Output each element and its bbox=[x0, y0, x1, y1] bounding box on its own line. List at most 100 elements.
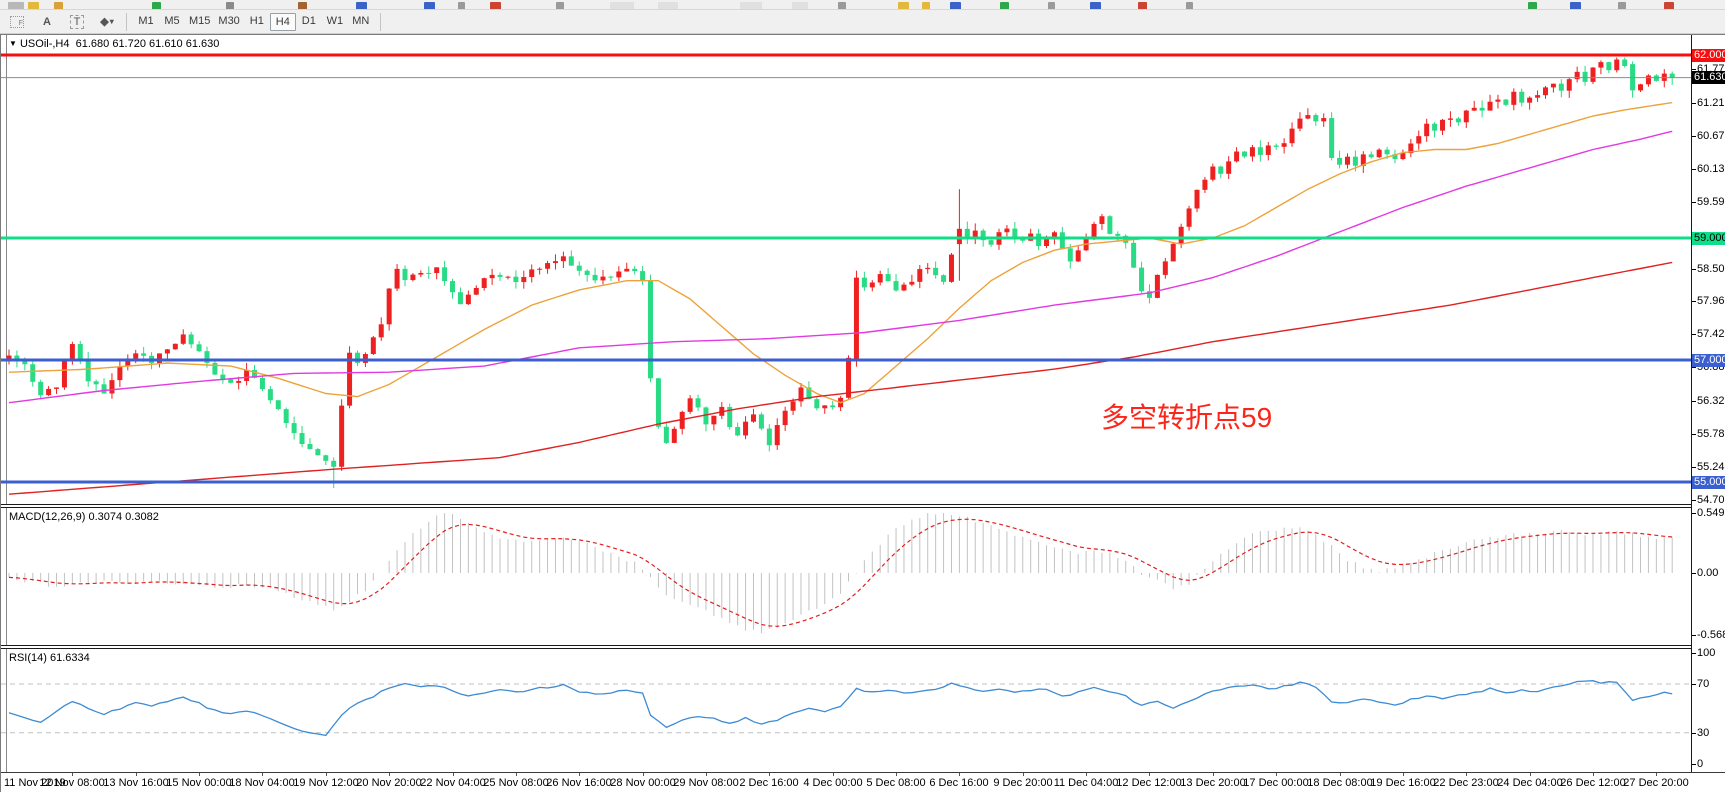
main-price-pane[interactable]: ▼ USOil-,H4 61.680 61.720 61.610 61.630 … bbox=[1, 35, 1691, 504]
crosshair-grid-icon[interactable]: F bbox=[4, 12, 30, 32]
time-tick bbox=[959, 773, 960, 776]
toolbar-icon-fragment bbox=[1664, 2, 1674, 9]
axis-tick bbox=[1692, 684, 1696, 685]
timeframe-button-m1[interactable]: M1 bbox=[138, 14, 154, 27]
price-tick-label: 57.960 bbox=[1697, 295, 1725, 307]
toolbar-separator bbox=[126, 12, 127, 31]
price-tick-label: 55.245 bbox=[1697, 461, 1725, 473]
toolbar-icon-fragment bbox=[556, 2, 564, 9]
time-tick bbox=[579, 773, 580, 776]
toolbar-icon-fragment bbox=[610, 2, 634, 9]
toolbar-icon-fragment bbox=[838, 2, 846, 9]
chart-window: ▼ USOil-,H4 61.680 61.720 61.610 61.630 … bbox=[0, 34, 1725, 793]
axis-tick bbox=[1692, 103, 1696, 104]
rsi-line bbox=[8, 680, 1673, 737]
hline-price-label: 55.000 bbox=[1692, 476, 1725, 489]
axis-tick bbox=[1692, 653, 1696, 654]
time-label: 26 Nov 16:00 bbox=[546, 777, 612, 789]
text-label-icon[interactable]: T bbox=[64, 12, 90, 32]
time-tick bbox=[1086, 773, 1087, 776]
hline-price-label: 59.000 bbox=[1692, 232, 1725, 245]
time-tick bbox=[769, 773, 770, 776]
toolbar: F A T ◆ ▾ M1 M5 M15 M30 H1 H4 D1 W1 MN bbox=[0, 10, 1725, 34]
rsi-chart[interactable] bbox=[1, 649, 1691, 772]
time-tick bbox=[833, 773, 834, 776]
time-label: 22 Dec 23:00 bbox=[1433, 777, 1499, 789]
rsi-axis-label: 100 bbox=[1697, 647, 1716, 659]
toolbar-icon-fragment bbox=[1090, 2, 1101, 9]
toolbar-icon-fragment bbox=[792, 2, 808, 9]
time-label: 26 Dec 12:00 bbox=[1560, 777, 1626, 789]
time-label: 22 Nov 04:00 bbox=[420, 777, 486, 789]
time-label: 11 Dec 04:00 bbox=[1053, 777, 1119, 789]
time-label: 12 Dec 12:00 bbox=[1116, 777, 1182, 789]
time-tick bbox=[1656, 773, 1657, 776]
rsi-label: RSI(14) 61.6334 bbox=[9, 652, 90, 664]
time-label: 11 Nov 2019 bbox=[4, 777, 66, 789]
price-tick-label: 57.420 bbox=[1697, 328, 1725, 340]
rsi-pane[interactable]: RSI(14) 61.6334 bbox=[1, 649, 1691, 772]
axis-tick bbox=[1692, 573, 1696, 574]
timeframe-button-w1[interactable]: W1 bbox=[326, 14, 344, 27]
time-tick bbox=[136, 773, 137, 776]
toolbar-icon-fragment bbox=[226, 2, 234, 9]
time-label: 18 Dec 08:00 bbox=[1307, 777, 1373, 789]
time-tick bbox=[453, 773, 454, 776]
axis-tick bbox=[1692, 69, 1696, 70]
time-label: 28 Nov 00:00 bbox=[610, 777, 676, 789]
time-label: 20 Nov 20:00 bbox=[356, 777, 422, 789]
time-tick bbox=[389, 773, 390, 776]
time-label: 13 Nov 16:00 bbox=[103, 777, 169, 789]
price-tick-label: 54.705 bbox=[1697, 494, 1725, 506]
rsi-axis-label: 30 bbox=[1697, 727, 1710, 739]
time-label: 5 Dec 08:00 bbox=[866, 777, 926, 789]
chart-ohlc: 61.680 61.720 61.610 61.630 bbox=[75, 38, 220, 50]
macd-pane[interactable]: MACD(12,26,9) 0.3074 0.3082 bbox=[1, 508, 1691, 645]
chart-annotation-text: 多空转折点59 bbox=[1101, 402, 1272, 433]
timeframe-button-d1[interactable]: D1 bbox=[301, 14, 316, 27]
hline-price-label: 57.000 bbox=[1692, 354, 1725, 367]
candlestick-chart[interactable]: 多空转折点59 bbox=[1, 35, 1691, 504]
rsi-axis-label: 0 bbox=[1697, 758, 1704, 770]
toolbar-icon-fragment bbox=[28, 2, 39, 9]
timeframe-button-mn[interactable]: MN bbox=[352, 14, 370, 27]
window-left-rail bbox=[6, 35, 7, 772]
pane-separator[interactable] bbox=[1, 504, 1691, 508]
chart-title: ▼ USOil-,H4 61.680 61.720 61.610 61.630 bbox=[9, 38, 220, 50]
axis-tick bbox=[1692, 202, 1696, 203]
macd-label: MACD(12,26,9) 0.3074 0.3082 bbox=[9, 511, 159, 523]
time-label: 19 Dec 16:00 bbox=[1370, 777, 1436, 789]
time-label: 2 Dec 16:00 bbox=[739, 777, 799, 789]
toolbar-icon-fragment bbox=[152, 2, 161, 9]
toolbar-icon-fragment bbox=[922, 2, 930, 9]
toolbar-icon-fragment bbox=[1000, 2, 1009, 9]
toolbar-icon-fragment bbox=[1618, 2, 1626, 9]
shapes-icon[interactable]: ◆ ▾ bbox=[100, 16, 114, 28]
timeframe-button-m15[interactable]: M15 bbox=[189, 14, 211, 27]
price-axis[interactable]: 61.77061.21560.67560.13559.59558.50057.9… bbox=[1691, 35, 1725, 772]
time-tick bbox=[262, 773, 263, 776]
time-axis[interactable]: 11 Nov 2019 12 Nov 08:00 13 Nov 16:00 15 No… bbox=[1, 772, 1725, 793]
time-label: 9 Dec 20:00 bbox=[993, 777, 1053, 789]
text-annotation-icon[interactable]: A bbox=[43, 15, 51, 28]
timeframe-button-h1[interactable]: H1 bbox=[249, 14, 264, 27]
time-label: 29 Nov 08:00 bbox=[673, 777, 739, 789]
rsi-axis-label: 70 bbox=[1697, 678, 1710, 690]
pane-separator[interactable] bbox=[1, 645, 1691, 649]
price-tick-label: 58.500 bbox=[1697, 263, 1725, 275]
timeframe-button-m5[interactable]: M5 bbox=[164, 14, 180, 27]
time-label: 6 Dec 16:00 bbox=[929, 777, 989, 789]
timeframe-button-h4[interactable]: H4 bbox=[269, 12, 296, 31]
time-tick bbox=[1593, 773, 1594, 776]
price-tick-label: 60.135 bbox=[1697, 163, 1725, 175]
time-label: 12 Nov 08:00 bbox=[39, 777, 105, 789]
toolbar-icon-fragment bbox=[740, 2, 762, 9]
toolbar-icon-fragment bbox=[298, 2, 307, 9]
macd-chart[interactable] bbox=[1, 508, 1691, 645]
collapse-icon[interactable]: ▼ bbox=[9, 39, 17, 48]
toolbar-separator bbox=[379, 12, 381, 31]
timeframe-button-m30[interactable]: M30 bbox=[218, 14, 240, 27]
toolbar-icon-fragment bbox=[490, 2, 501, 9]
axis-tick bbox=[1692, 334, 1696, 335]
time-tick bbox=[516, 773, 517, 776]
